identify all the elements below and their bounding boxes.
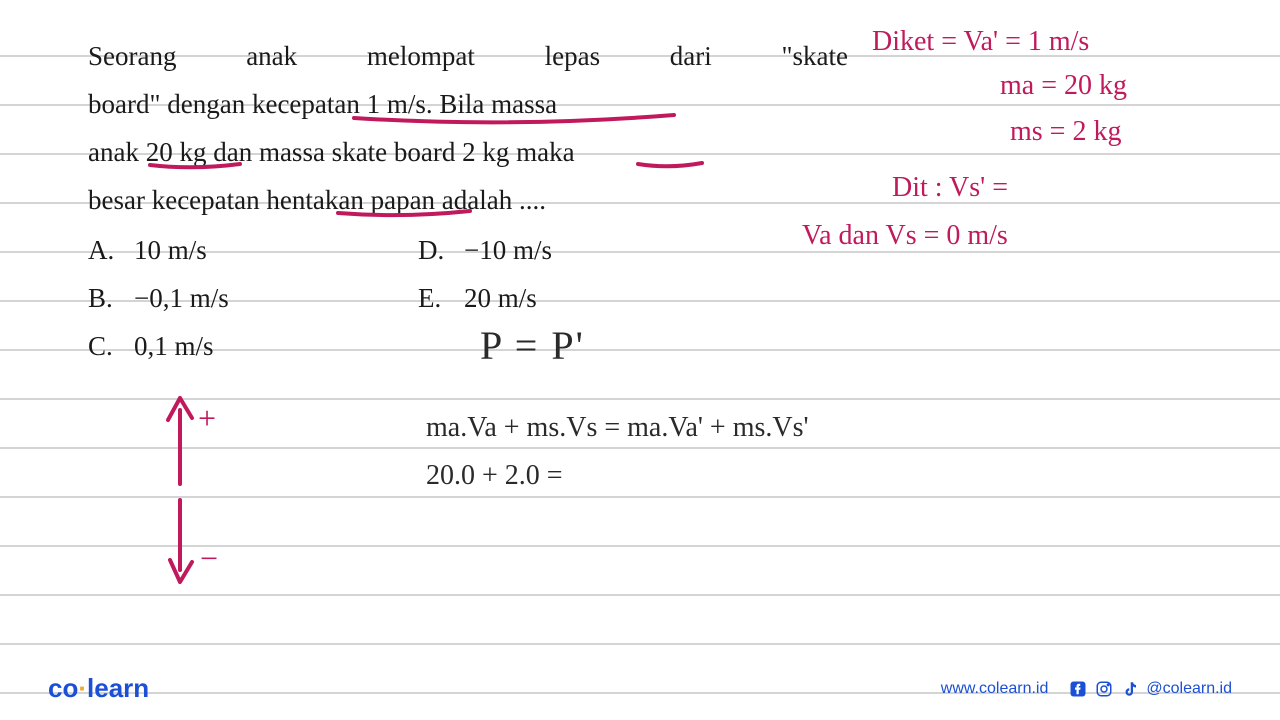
footer-handle: @colearn.id: [1146, 680, 1232, 698]
q-l1-w6: "skate: [782, 32, 849, 80]
footer: co·learn www.colearn.id @colearn.id: [0, 673, 1280, 704]
logo-co: co: [48, 673, 78, 703]
q-l1-w4: lepas: [545, 32, 600, 80]
logo-learn: learn: [87, 673, 149, 703]
q-l1-w5: dari: [670, 32, 712, 80]
hw-diket-va: Diket = Va' = 1 m/s: [872, 26, 1089, 58]
option-e-letter: E.: [418, 274, 464, 322]
option-d: D. −10 m/s: [418, 226, 718, 274]
hw-numeric: 20.0 + 2.0 =: [426, 460, 563, 492]
options-col-left: A. 10 m/s B. −0,1 m/s C. 0,1 m/s: [88, 226, 418, 370]
option-b-text: −0,1 m/s: [134, 274, 229, 322]
option-a-text: 10 m/s: [134, 226, 207, 274]
hw-momentum: ma.Va + ms.Vs = ma.Va' + ms.Vs': [426, 412, 809, 444]
q-l1-w1: Seorang: [88, 32, 176, 80]
hw-pp: P = P': [480, 322, 585, 369]
underline-hentakan: [336, 208, 474, 220]
options-row: A. 10 m/s B. −0,1 m/s C. 0,1 m/s D. −10 …: [88, 226, 1208, 370]
hw-vavs: Va dan Vs = 0 m/s: [802, 220, 1008, 252]
underline-20kg: [148, 160, 244, 172]
underline-2kg: [636, 160, 706, 172]
footer-url: www.colearn.id: [941, 680, 1049, 698]
underline-kecepatan: [352, 112, 692, 130]
tiktok-icon: [1120, 679, 1140, 699]
hw-minus: −: [200, 540, 218, 577]
option-c-text: 0,1 m/s: [134, 322, 214, 370]
option-b: B. −0,1 m/s: [88, 274, 418, 322]
logo-dot: ·: [78, 673, 87, 703]
option-e: E. 20 m/s: [418, 274, 718, 322]
q-l1-w2: anak: [246, 32, 297, 80]
option-b-letter: B.: [88, 274, 134, 322]
logo: co·learn: [48, 673, 149, 704]
option-c-letter: C.: [88, 322, 134, 370]
hw-dit: Dit : Vs' =: [892, 172, 1008, 204]
facebook-icon: [1068, 679, 1088, 699]
social-icons: @colearn.id: [1068, 679, 1232, 699]
option-d-text: −10 m/s: [464, 226, 552, 274]
option-c: C. 0,1 m/s: [88, 322, 418, 370]
instagram-icon: [1094, 679, 1114, 699]
option-a: A. 10 m/s: [88, 226, 418, 274]
option-a-letter: A.: [88, 226, 134, 274]
hw-ms: ms = 2 kg: [1010, 116, 1121, 148]
option-e-text: 20 m/s: [464, 274, 537, 322]
q-l1-w3: melompat: [367, 32, 475, 80]
footer-right: www.colearn.id @colearn.id: [941, 679, 1232, 699]
option-d-letter: D.: [418, 226, 464, 274]
hw-ma: ma = 20 kg: [1000, 70, 1127, 102]
hw-plus: +: [198, 400, 216, 437]
